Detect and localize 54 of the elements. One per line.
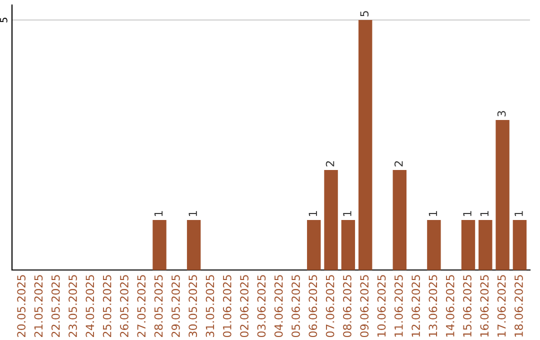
x-tick-label: 07.06.2025 bbox=[326, 275, 334, 338]
data-label: 1 bbox=[463, 211, 472, 216]
bar bbox=[324, 170, 338, 270]
x-tick-label: 17.06.2025 bbox=[497, 275, 506, 337]
data-label: 3 bbox=[497, 111, 506, 116]
bar bbox=[392, 170, 407, 270]
data-label: 5 bbox=[360, 11, 369, 16]
x-tick-label: 27.05.2025 bbox=[137, 275, 146, 337]
bar bbox=[358, 20, 372, 270]
data-label: 2 bbox=[394, 161, 403, 166]
x-tick-label: 09.06.2025 bbox=[360, 275, 369, 338]
data-label: 1 bbox=[154, 211, 163, 216]
data-label: 1 bbox=[428, 211, 438, 216]
x-tick-label: 11.06.2025 bbox=[394, 275, 403, 337]
x-tick-label: 06.06.2025 bbox=[308, 275, 318, 338]
bar bbox=[461, 220, 476, 270]
x-tick-label: 29.05.2025 bbox=[171, 275, 180, 337]
bar bbox=[307, 220, 321, 270]
x-tick-label: 18.06.2025 bbox=[514, 275, 523, 337]
bar bbox=[427, 220, 441, 270]
data-label: 1 bbox=[343, 211, 352, 216]
bar bbox=[152, 220, 166, 270]
x-tick-label: 30.05.2025 bbox=[188, 275, 198, 337]
data-label: 1 bbox=[188, 211, 197, 216]
data-label: 1 bbox=[514, 211, 523, 216]
x-tick-label: 22.05.2025 bbox=[51, 275, 60, 337]
x-tick-label: 31.05.2025 bbox=[206, 275, 214, 337]
x-tick-label: 04.06.2025 bbox=[274, 275, 283, 338]
x-tick-label: 20.05.2025 bbox=[17, 275, 26, 337]
x-tick-label: 23.05.2025 bbox=[68, 275, 77, 337]
x-tick-label: 26.05.2025 bbox=[120, 275, 128, 337]
data-label: 1 bbox=[480, 211, 488, 216]
x-tick-label: 21.05.2025 bbox=[34, 275, 43, 337]
x-tick-label: 24.05.2025 bbox=[86, 275, 94, 337]
x-tick-label: 01.06.2025 bbox=[222, 275, 232, 338]
x-tick-label: 28.05.2025 bbox=[154, 275, 163, 337]
x-tick-label: 25.05.2025 bbox=[102, 275, 112, 337]
x-tick-label: 12.06.2025 bbox=[412, 275, 420, 337]
bar bbox=[341, 220, 356, 270]
x-tick-label: 13.06.2025 bbox=[428, 275, 438, 337]
bar bbox=[496, 120, 510, 270]
data-label: 1 bbox=[308, 211, 317, 216]
data-label: 2 bbox=[326, 161, 334, 166]
bar bbox=[186, 220, 201, 270]
x-tick-label: 14.06.2025 bbox=[446, 275, 454, 337]
x-tick-label: 02.06.2025 bbox=[240, 275, 248, 338]
x-tick-label: 08.06.2025 bbox=[343, 275, 352, 338]
x-tick-label: 03.06.2025 bbox=[257, 275, 266, 338]
x-tick-label: 15.06.2025 bbox=[463, 275, 472, 337]
x-tick-label: 10.06.2025 bbox=[377, 275, 386, 337]
bar bbox=[478, 220, 492, 270]
bar bbox=[512, 220, 527, 270]
x-tick-label: 16.06.2025 bbox=[480, 275, 489, 337]
x-tick-label: 05.06.2025 bbox=[292, 275, 300, 338]
